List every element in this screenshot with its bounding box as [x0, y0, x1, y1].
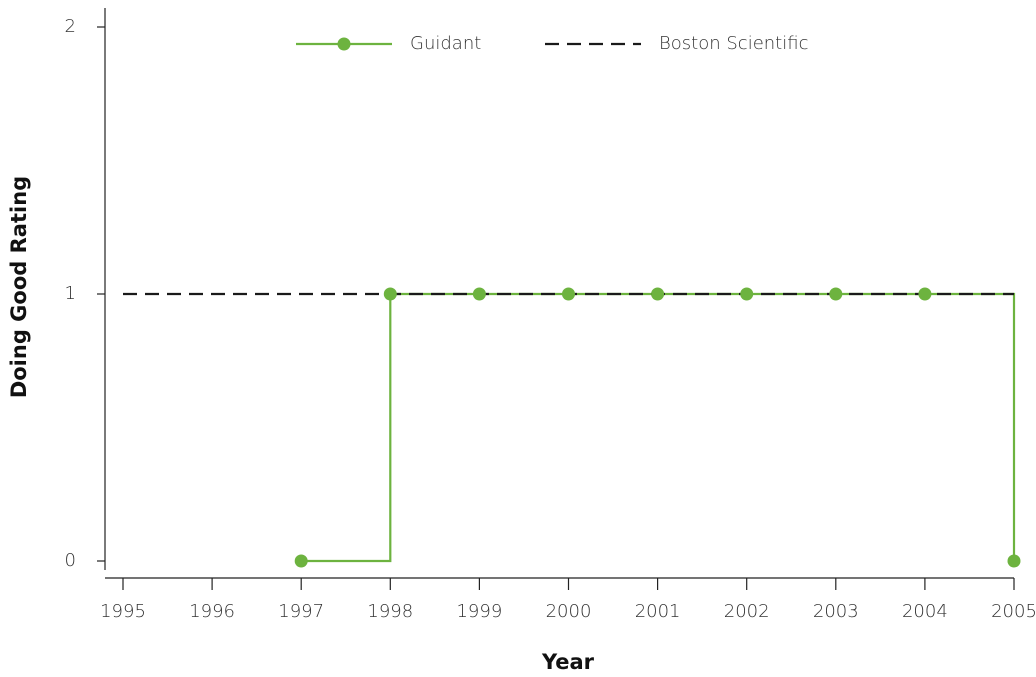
x-axis-title: Year	[541, 650, 595, 674]
x-tick-label: 1996	[189, 601, 235, 622]
x-tick-label: 2001	[635, 601, 681, 622]
x-tick-label: 1998	[367, 601, 413, 622]
x-tick-label: 2005	[991, 601, 1036, 622]
x-tick-label: 2003	[813, 601, 859, 622]
y-axis-title: Doing Good Rating	[7, 176, 31, 398]
data-point	[472, 287, 486, 301]
x-tick-label: 2002	[724, 601, 770, 622]
y-tick-label: 1	[65, 283, 76, 304]
data-point	[294, 554, 308, 568]
y-tick-label: 2	[65, 16, 76, 37]
data-point	[651, 287, 665, 301]
data-point	[383, 287, 397, 301]
x-tick-label: 1997	[278, 601, 324, 622]
legend-label: Boston Scientific	[659, 33, 808, 54]
x-tick-label: 1995	[100, 601, 146, 622]
data-point	[1007, 554, 1021, 568]
legend-marker	[337, 37, 351, 51]
x-tick-label: 1999	[456, 601, 502, 622]
y-tick-label: 0	[65, 550, 76, 571]
legend-label: Guidant	[410, 33, 481, 54]
data-point	[829, 287, 843, 301]
data-point	[918, 287, 932, 301]
data-point	[562, 287, 575, 301]
x-tick-label: 2004	[902, 601, 948, 622]
data-point	[740, 287, 754, 301]
series-line	[301, 292, 1016, 563]
x-tick-label: 2000	[546, 601, 592, 622]
